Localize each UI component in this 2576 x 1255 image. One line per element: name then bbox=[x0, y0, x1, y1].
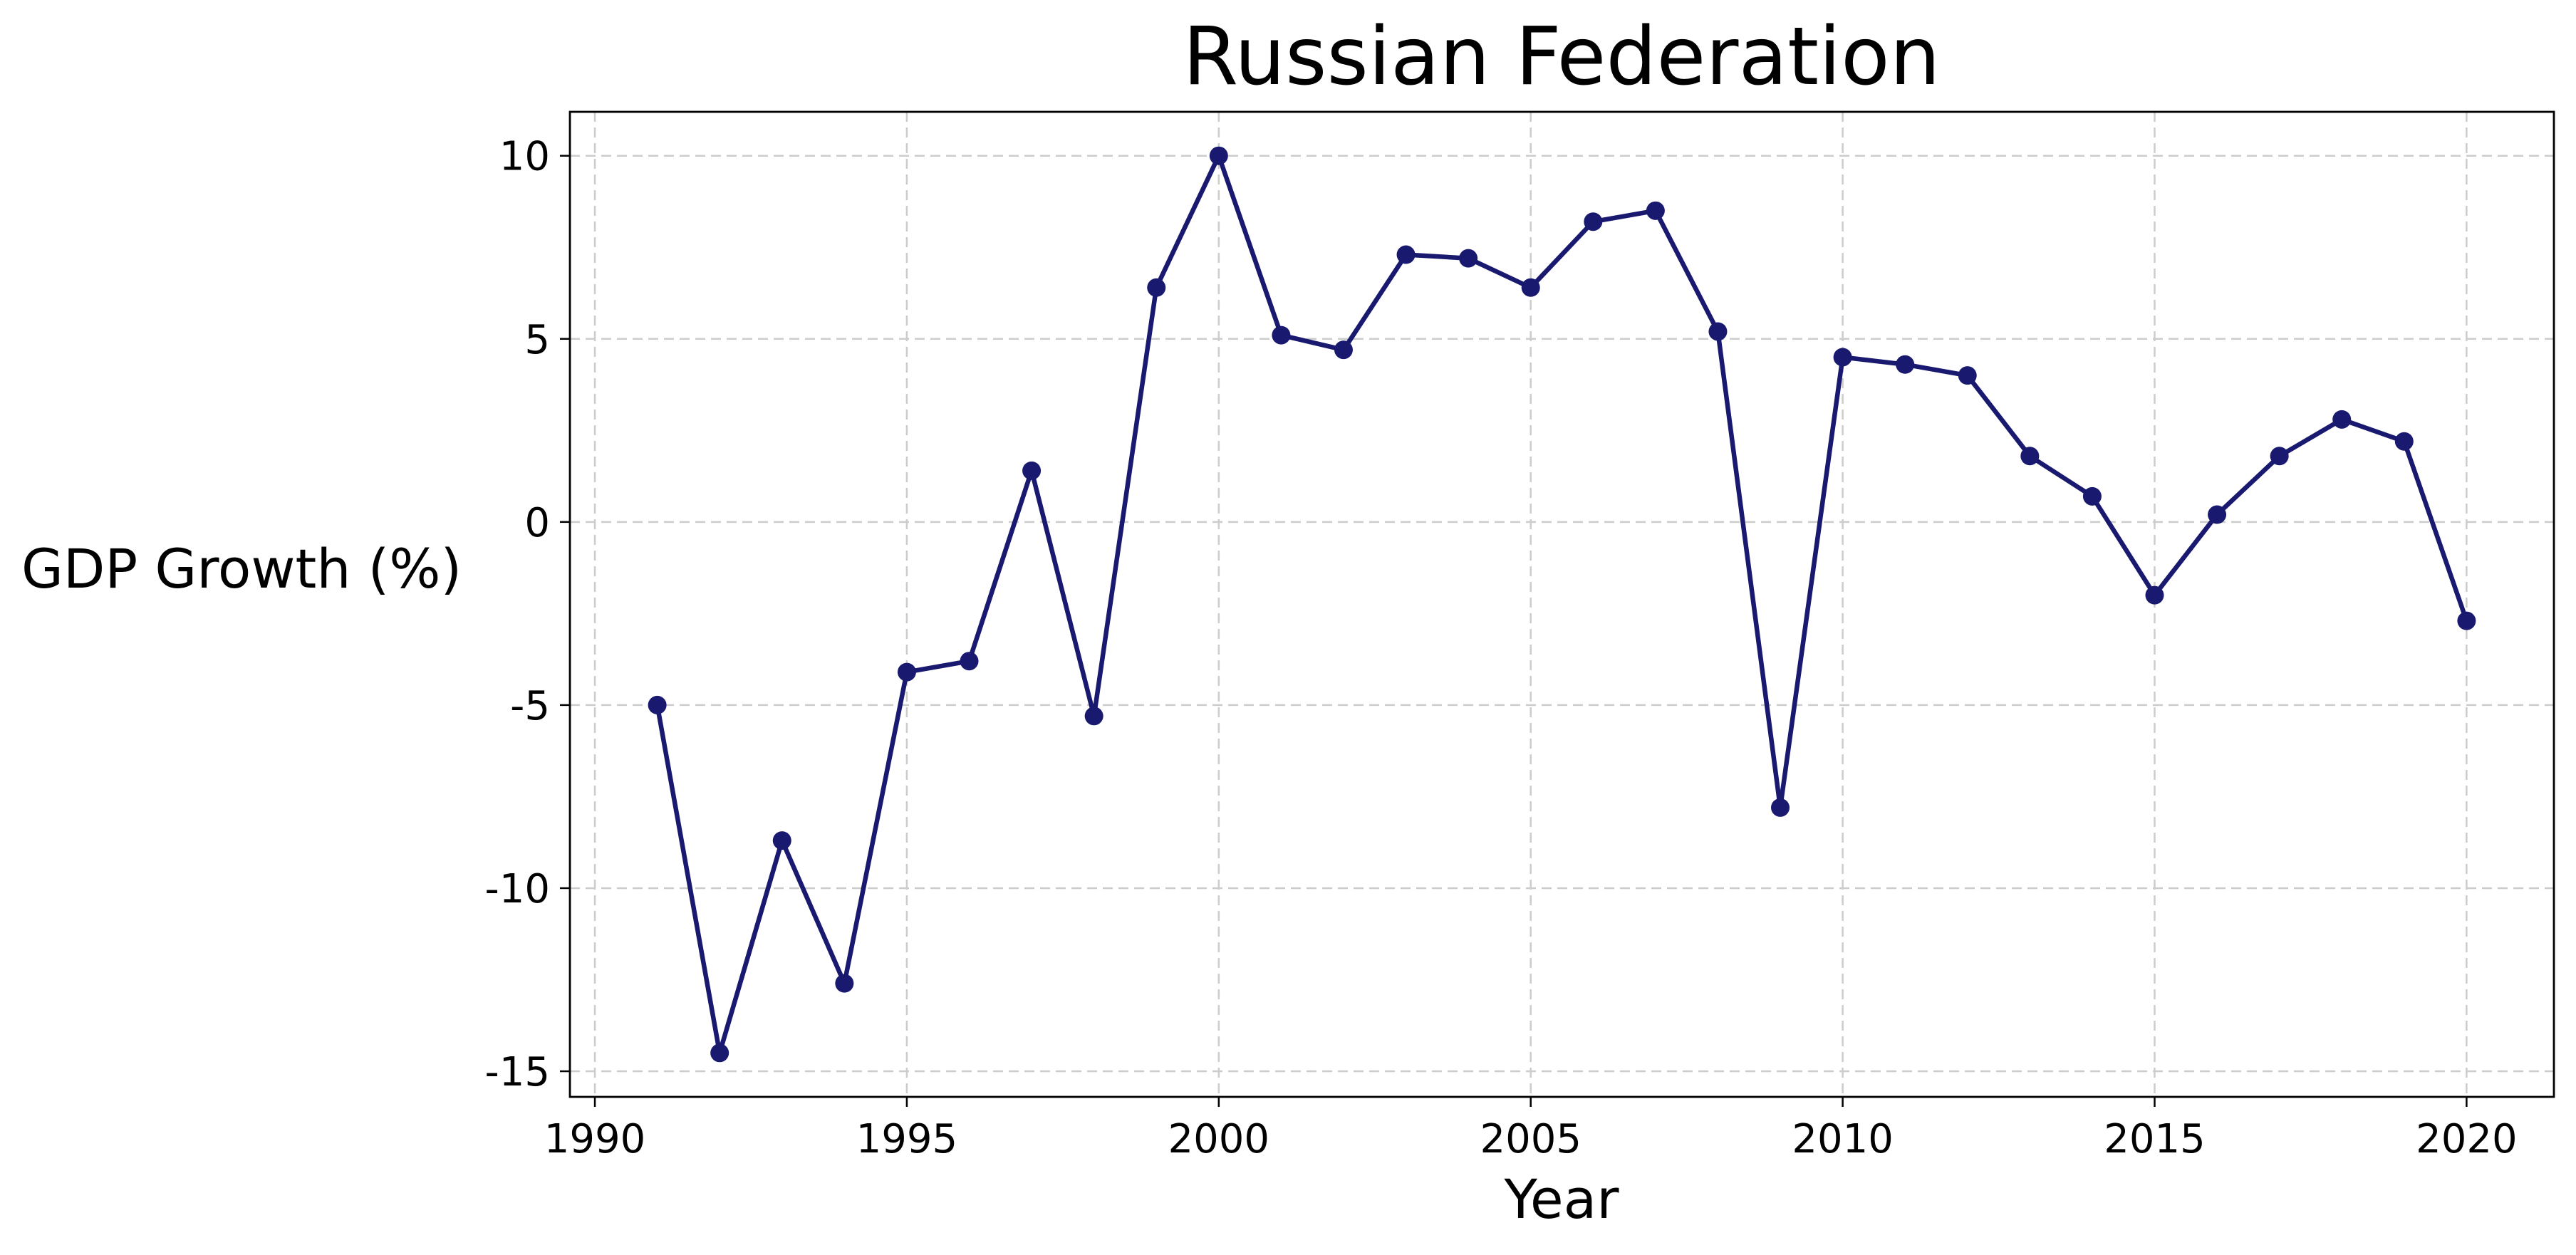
data-point bbox=[2082, 486, 2102, 506]
data-point bbox=[1771, 798, 1790, 817]
data-point bbox=[2332, 410, 2352, 429]
axis-ticks: 1990 1995 2000 2005 2010 2015 2020 -15 -10 -5 0 5 10 bbox=[485, 134, 2518, 1162]
data-point bbox=[897, 662, 916, 682]
data-point bbox=[2145, 585, 2164, 605]
data-point bbox=[1708, 322, 1728, 341]
x-tick-label: 2020 bbox=[2416, 1116, 2518, 1162]
y-axis-label: GDP Growth (%) bbox=[21, 537, 462, 600]
y-tick-label: 10 bbox=[499, 134, 550, 180]
y-tick-label: -10 bbox=[485, 866, 550, 912]
data-point bbox=[2270, 447, 2289, 466]
data-point bbox=[1521, 278, 1540, 297]
data-point bbox=[772, 831, 791, 850]
x-tick-label: 1995 bbox=[856, 1116, 958, 1162]
data-point bbox=[710, 1043, 729, 1063]
data-point bbox=[1209, 146, 1228, 165]
series-layer bbox=[648, 146, 2476, 1063]
data-point bbox=[1334, 340, 1353, 360]
data-point bbox=[1084, 707, 1103, 726]
data-point bbox=[2457, 611, 2476, 630]
chart-title: Russian Federation bbox=[1183, 11, 1940, 103]
x-tick-label: 2000 bbox=[1168, 1116, 1270, 1162]
data-point bbox=[1272, 326, 1291, 345]
x-tick-label: 2015 bbox=[2104, 1116, 2206, 1162]
data-point bbox=[2020, 447, 2040, 466]
data-point bbox=[2208, 505, 2227, 524]
data-point bbox=[1459, 249, 1478, 268]
data-point bbox=[1833, 348, 1852, 367]
data-point bbox=[1646, 201, 1665, 220]
data-point bbox=[1022, 461, 1042, 480]
x-tick-label: 2010 bbox=[1792, 1116, 1894, 1162]
data-point bbox=[835, 974, 854, 993]
data-point bbox=[2394, 432, 2414, 451]
data-point bbox=[1396, 245, 1416, 264]
y-tick-label: 0 bbox=[524, 500, 550, 546]
data-point bbox=[1584, 212, 1603, 231]
y-tick-label: -5 bbox=[510, 683, 550, 729]
data-point bbox=[1896, 355, 1915, 374]
data-point bbox=[960, 652, 979, 671]
x-tick-label: 2005 bbox=[1480, 1116, 1582, 1162]
y-tick-label: 5 bbox=[524, 317, 550, 363]
y-tick-label: -15 bbox=[485, 1049, 550, 1095]
grid-layer bbox=[570, 112, 2554, 1097]
series-line bbox=[655, 153, 2469, 1056]
data-point bbox=[1147, 278, 1166, 297]
x-tick-label: 1990 bbox=[544, 1116, 646, 1162]
plot-area-frame bbox=[568, 110, 2555, 1098]
data-point bbox=[1958, 366, 1977, 385]
data-point bbox=[648, 695, 667, 714]
x-axis-label: Year bbox=[1504, 1167, 1620, 1231]
